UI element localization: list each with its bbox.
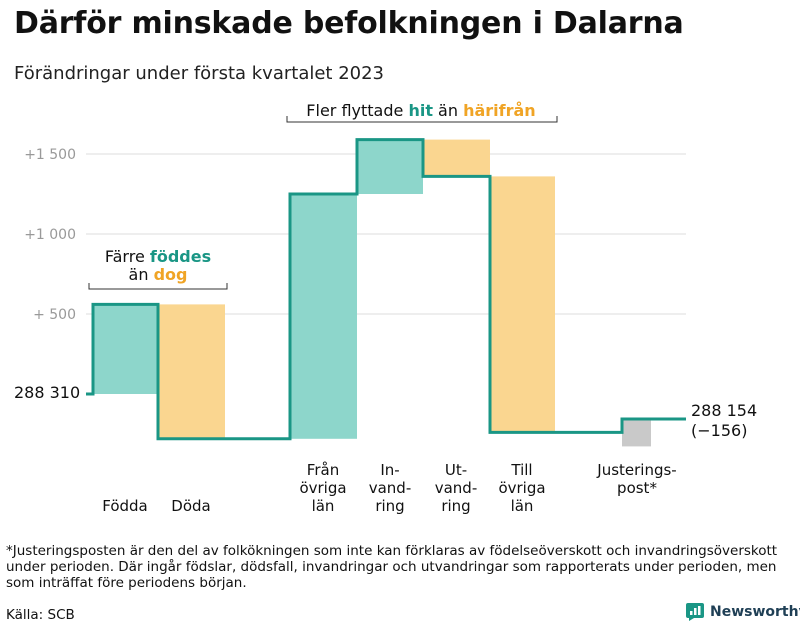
cumulative-step-line: [86, 138, 686, 441]
y-tick-label-1: +1 000: [24, 227, 76, 243]
annotation-births-bracket: [88, 283, 228, 290]
category-label-5-0: Till: [510, 461, 532, 479]
footnote: *Justeringsposten är den del av folkökni…: [6, 543, 778, 591]
category-label-3-0: In-: [380, 461, 399, 479]
end-change-label: (−156): [691, 421, 747, 440]
y-tick-label-0: + 500: [33, 307, 76, 323]
brand-logo: Newsworthy: [686, 603, 800, 621]
bar-4: [423, 139, 490, 177]
category-label-2-0: Från: [307, 461, 339, 479]
newsworthy-logo-icon: [686, 603, 704, 621]
category-label-3-1: vand-: [369, 479, 412, 497]
chart-title: Därför minskade befolkningen i Dalarna: [14, 6, 684, 41]
annotation-part-0: Fler flyttade: [306, 101, 408, 120]
annotation-part-3: härifrån: [463, 101, 536, 120]
annotation-migration: Fler flyttade hit än härifrån: [306, 101, 535, 120]
category-label-4-1: vand-: [435, 479, 478, 497]
annotation-migration-bracket: [286, 116, 558, 123]
annotation-births-line1: Färre föddes: [105, 247, 211, 266]
category-label-1-0: Döda: [171, 497, 210, 515]
annotation-part-2: än: [433, 101, 463, 120]
category-label-6-0: Justerings-: [596, 461, 676, 479]
source-label: Källa: SCB: [6, 607, 75, 623]
category-label-4-2: ring: [441, 497, 470, 515]
bar-2: [290, 194, 357, 439]
end-value-label: 288 154: [691, 401, 757, 420]
annotation-part-1: föddes: [150, 247, 211, 266]
category-label-0-0: Födda: [102, 497, 148, 515]
bar-5: [490, 176, 555, 433]
category-label-2-2: län: [312, 497, 335, 515]
category-label-4-0: Ut-: [445, 461, 467, 479]
category-label-2-1: övriga: [299, 479, 346, 497]
category-label-5-1: övriga: [498, 479, 545, 497]
category-label-3-2: ring: [375, 497, 404, 515]
annotation-part-0: än: [129, 265, 154, 284]
annotation-part-0: Färre: [105, 247, 150, 266]
brand-name: Newsworthy: [710, 604, 800, 620]
chart-subtitle: Förändringar under första kvartalet 2023: [14, 63, 385, 84]
annotation-part-1: dog: [154, 265, 188, 284]
bar-3: [357, 139, 423, 194]
bar-1: [158, 304, 225, 439]
y-tick-label-2: +1 500: [24, 147, 76, 163]
annotation-births-line2: än dog: [129, 265, 188, 284]
annotation-part-1: hit: [408, 101, 433, 120]
waterfall-chart: + 500 +1 000 +1 500 288 310 288 154(−156) Föd…: [14, 101, 757, 515]
category-label-6-1: post*: [617, 479, 657, 497]
bar-6: [622, 417, 651, 447]
start-value-label: 288 310: [14, 383, 80, 402]
category-label-5-2: län: [511, 497, 534, 515]
bar-0: [93, 304, 158, 394]
